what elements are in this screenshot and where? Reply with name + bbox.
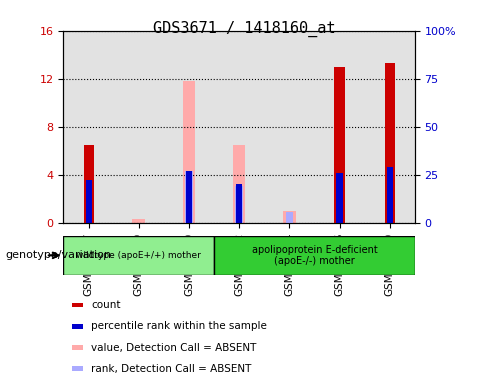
Text: genotype/variation: genotype/variation xyxy=(5,250,111,260)
Bar xyxy=(233,145,245,223)
Text: count: count xyxy=(91,300,121,310)
Bar xyxy=(164,31,214,223)
Bar xyxy=(72,366,83,371)
Bar xyxy=(63,236,214,275)
Bar xyxy=(214,31,264,223)
Text: GDS3671 / 1418160_at: GDS3671 / 1418160_at xyxy=(153,21,335,37)
Bar xyxy=(235,185,243,223)
Bar xyxy=(385,63,395,223)
Bar xyxy=(132,219,145,223)
Bar xyxy=(186,171,192,223)
Bar xyxy=(334,67,345,223)
Text: rank, Detection Call = ABSENT: rank, Detection Call = ABSENT xyxy=(91,364,252,374)
Bar xyxy=(283,211,296,223)
Bar xyxy=(214,236,415,275)
Bar xyxy=(264,31,314,223)
Bar xyxy=(185,171,193,223)
Bar xyxy=(63,31,114,223)
Text: wildtype (apoE+/+) mother: wildtype (apoE+/+) mother xyxy=(76,251,201,260)
Bar xyxy=(314,31,365,223)
Bar xyxy=(72,324,83,329)
Bar xyxy=(83,145,94,223)
Bar xyxy=(85,180,92,223)
Bar xyxy=(114,31,164,223)
Text: percentile rank within the sample: percentile rank within the sample xyxy=(91,321,267,331)
Text: value, Detection Call = ABSENT: value, Detection Call = ABSENT xyxy=(91,343,257,353)
Bar xyxy=(236,184,242,223)
Bar xyxy=(386,167,393,223)
Bar xyxy=(72,345,83,350)
Bar xyxy=(72,303,83,308)
Bar xyxy=(365,31,415,223)
Bar xyxy=(285,212,293,223)
Bar xyxy=(337,173,343,223)
Bar xyxy=(183,81,195,223)
Text: apolipoprotein E-deficient
(apoE-/-) mother: apolipoprotein E-deficient (apoE-/-) mot… xyxy=(251,245,377,266)
